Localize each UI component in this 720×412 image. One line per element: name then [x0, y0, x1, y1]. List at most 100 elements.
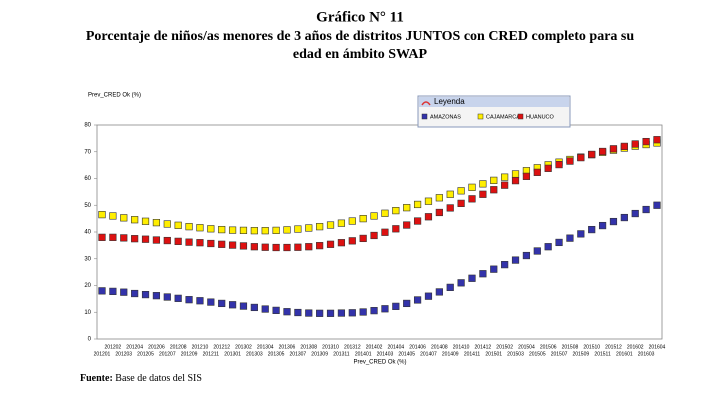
marker [305, 224, 313, 232]
marker [131, 235, 139, 243]
x-axis-label: Prev_CRED Ok (%) [353, 360, 406, 366]
chart-title: Gráfico N° 11 [316, 9, 404, 25]
x-tick-label: 201306 [279, 344, 296, 350]
y-tick-label: 10 [84, 310, 91, 316]
marker [588, 150, 596, 159]
y-tick-label: 0 [88, 337, 92, 343]
marker [326, 309, 335, 317]
marker [250, 303, 258, 312]
legend-label: AMAZONAS [430, 114, 461, 120]
marker [305, 243, 313, 251]
x-tick-label: 201506 [540, 344, 557, 350]
x-tick-label: 201408 [431, 344, 448, 350]
marker [403, 299, 411, 308]
x-tick-label: 201601 [616, 351, 633, 357]
y-tick-label: 20 [84, 283, 91, 289]
marker [490, 265, 498, 273]
marker [588, 225, 596, 234]
marker [501, 261, 509, 269]
marker [446, 204, 454, 212]
marker [620, 142, 628, 151]
x-tick-label: 201303 [246, 351, 263, 357]
y-axis-label: Prev_CRED Ok (%) [88, 93, 141, 99]
marker [316, 223, 324, 231]
marker [468, 195, 476, 203]
marker [337, 219, 346, 227]
marker [620, 213, 628, 222]
marker [566, 234, 574, 242]
x-tick-label: 201404 [387, 344, 404, 350]
x-tick-label: 201311 [333, 351, 350, 357]
marker [185, 296, 193, 304]
marker [337, 239, 346, 247]
marker [207, 225, 215, 233]
y-tick-label: 80 [84, 123, 91, 129]
x-tick-label: 201206 [148, 344, 165, 350]
marker [239, 242, 248, 250]
x-tick-label: 201205 [137, 351, 154, 357]
marker [522, 172, 531, 180]
marker [392, 225, 400, 233]
x-tick-label: 201407 [420, 351, 437, 357]
x-tick-label: 201307 [290, 351, 307, 357]
marker [141, 290, 150, 299]
marker [250, 243, 258, 251]
marker [98, 233, 106, 241]
footer-text: Base de datos del SIS [115, 373, 202, 384]
marker [250, 227, 258, 235]
marker [98, 287, 106, 295]
chart-subtitle: Porcentaje de niños/as menores de 3 años… [86, 29, 635, 44]
marker [653, 201, 661, 209]
legend-swatch [517, 113, 524, 120]
x-tick-label: 201602 [627, 344, 644, 350]
x-tick-label: 201508 [562, 344, 579, 350]
marker [403, 221, 411, 229]
marker [261, 243, 269, 251]
marker [174, 294, 182, 302]
marker [479, 270, 487, 278]
x-tick-label: 201207 [159, 351, 176, 357]
x-tick-label: 201507 [551, 351, 568, 357]
marker [370, 231, 378, 240]
marker [120, 214, 128, 222]
marker [403, 204, 411, 212]
marker [511, 170, 520, 178]
marker [141, 235, 150, 243]
marker [490, 176, 498, 184]
x-tick-label: 201310 [322, 344, 339, 350]
x-tick-label: 201209 [181, 351, 198, 357]
marker [326, 221, 335, 229]
marker [163, 293, 171, 301]
marker [109, 233, 117, 241]
marker [490, 186, 498, 194]
marker [413, 296, 422, 304]
x-tick-label: 201301 [224, 351, 241, 357]
marker [348, 309, 356, 317]
marker [577, 230, 585, 238]
x-tick-label: 201309 [311, 351, 328, 357]
marker [392, 207, 400, 215]
x-tick-label: 201511 [594, 351, 611, 357]
marker [283, 308, 291, 316]
marker [598, 221, 607, 230]
legend-label: CAJAMARCA [486, 114, 520, 120]
marker [326, 240, 335, 248]
y-tick-label: 70 [84, 149, 91, 155]
x-tick-label: 201211 [203, 351, 220, 357]
marker [424, 292, 433, 300]
marker [609, 217, 618, 226]
x-tick-label: 201302 [235, 344, 252, 350]
y-tick-label: 30 [84, 256, 91, 262]
x-tick-label: 201308 [300, 344, 317, 350]
marker [359, 308, 367, 316]
x-tick-label: 201406 [409, 344, 426, 350]
marker [207, 298, 215, 306]
marker [174, 221, 182, 229]
marker [501, 181, 509, 189]
marker [370, 307, 378, 315]
marker [185, 223, 193, 231]
marker [196, 224, 204, 232]
x-tick-label: 201410 [453, 344, 470, 350]
marker [446, 190, 454, 198]
